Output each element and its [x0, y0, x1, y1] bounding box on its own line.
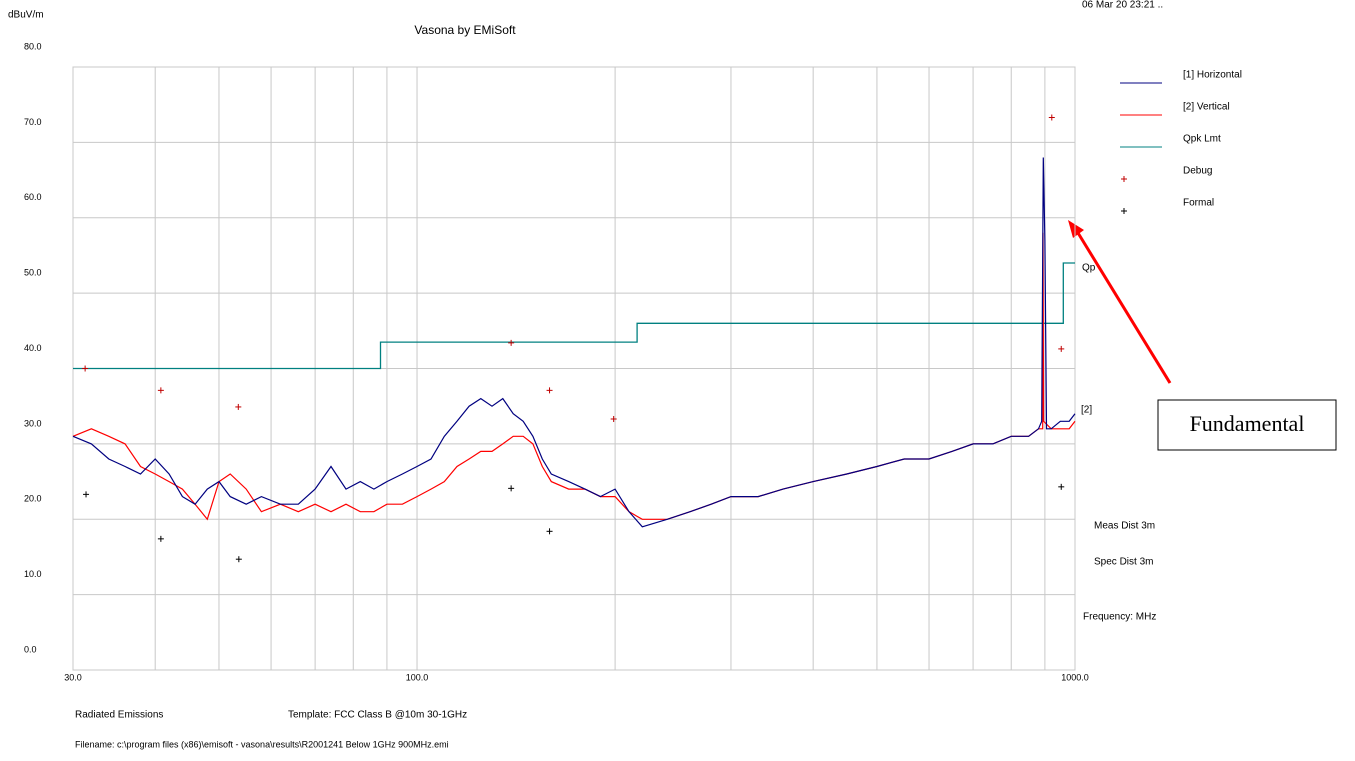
- series-line: [72, 157, 1076, 528]
- marker: [1048, 114, 1055, 121]
- marker: [1121, 208, 1127, 214]
- y-tick-label: 80.0: [24, 41, 42, 51]
- y-tick-label: 60.0: [24, 192, 42, 202]
- arrow-head: [1068, 220, 1084, 238]
- marker: [83, 491, 90, 498]
- legend-label: Debug: [1183, 166, 1212, 177]
- annotation: Fundamental: [1190, 411, 1305, 436]
- y-tick-label: 0.0: [24, 644, 37, 654]
- legend-label: Formal: [1183, 198, 1214, 209]
- marker: [508, 485, 515, 492]
- marker: [235, 556, 242, 563]
- marker: [82, 365, 89, 372]
- marker: [157, 535, 164, 542]
- grid: [72, 66, 1076, 671]
- marker: [235, 403, 242, 410]
- spec-dist: Spec Dist 3m: [1094, 557, 1153, 568]
- trace-label: [2]: [1081, 405, 1092, 416]
- series-line: [73, 262, 1075, 370]
- arrow: [1073, 227, 1172, 384]
- marker: [508, 339, 515, 346]
- limit-label: Qp: [1082, 263, 1096, 274]
- marker: [1058, 345, 1065, 352]
- marker: [610, 416, 617, 423]
- marker: [157, 387, 164, 394]
- y-tick-label: 50.0: [24, 268, 42, 278]
- template: Template: FCC Class B @10m 30-1GHz: [288, 710, 467, 721]
- x-tick-label: 30.0: [64, 672, 82, 682]
- chart-title: Vasona by EMiSoft: [414, 23, 516, 37]
- y-tick-label: 40.0: [24, 343, 42, 353]
- x-tick-label: 100.0: [406, 672, 429, 682]
- filename: Filename: c:\program files (x86)\emisoft…: [75, 739, 449, 749]
- y-tick-label: 10.0: [24, 569, 42, 579]
- annotation-box: [1157, 399, 1337, 451]
- marker: [1121, 176, 1127, 182]
- x-tick-label: 1000.0: [1061, 672, 1089, 682]
- y-axis-label: dBuV/m: [8, 10, 44, 21]
- legend-label: [2] Vertical: [1183, 102, 1230, 113]
- legend-label: [1] Horizontal: [1183, 70, 1242, 81]
- marker: [1058, 483, 1065, 490]
- y-tick-label: 20.0: [24, 494, 42, 504]
- y-tick-label: 30.0: [24, 418, 42, 428]
- series-line: [72, 232, 1076, 521]
- y-tick-label: 70.0: [24, 117, 42, 127]
- meas-dist: Meas Dist 3m: [1094, 521, 1155, 532]
- marker: [546, 387, 553, 394]
- x-axis-label: Frequency: MHz: [1083, 612, 1156, 623]
- marker: [546, 528, 553, 535]
- legend-label: Qpk Lmt: [1183, 134, 1221, 145]
- footer: Radiated Emissions: [75, 710, 163, 721]
- timestamp: 06 Mar 20 23:21 ..: [1082, 0, 1163, 11]
